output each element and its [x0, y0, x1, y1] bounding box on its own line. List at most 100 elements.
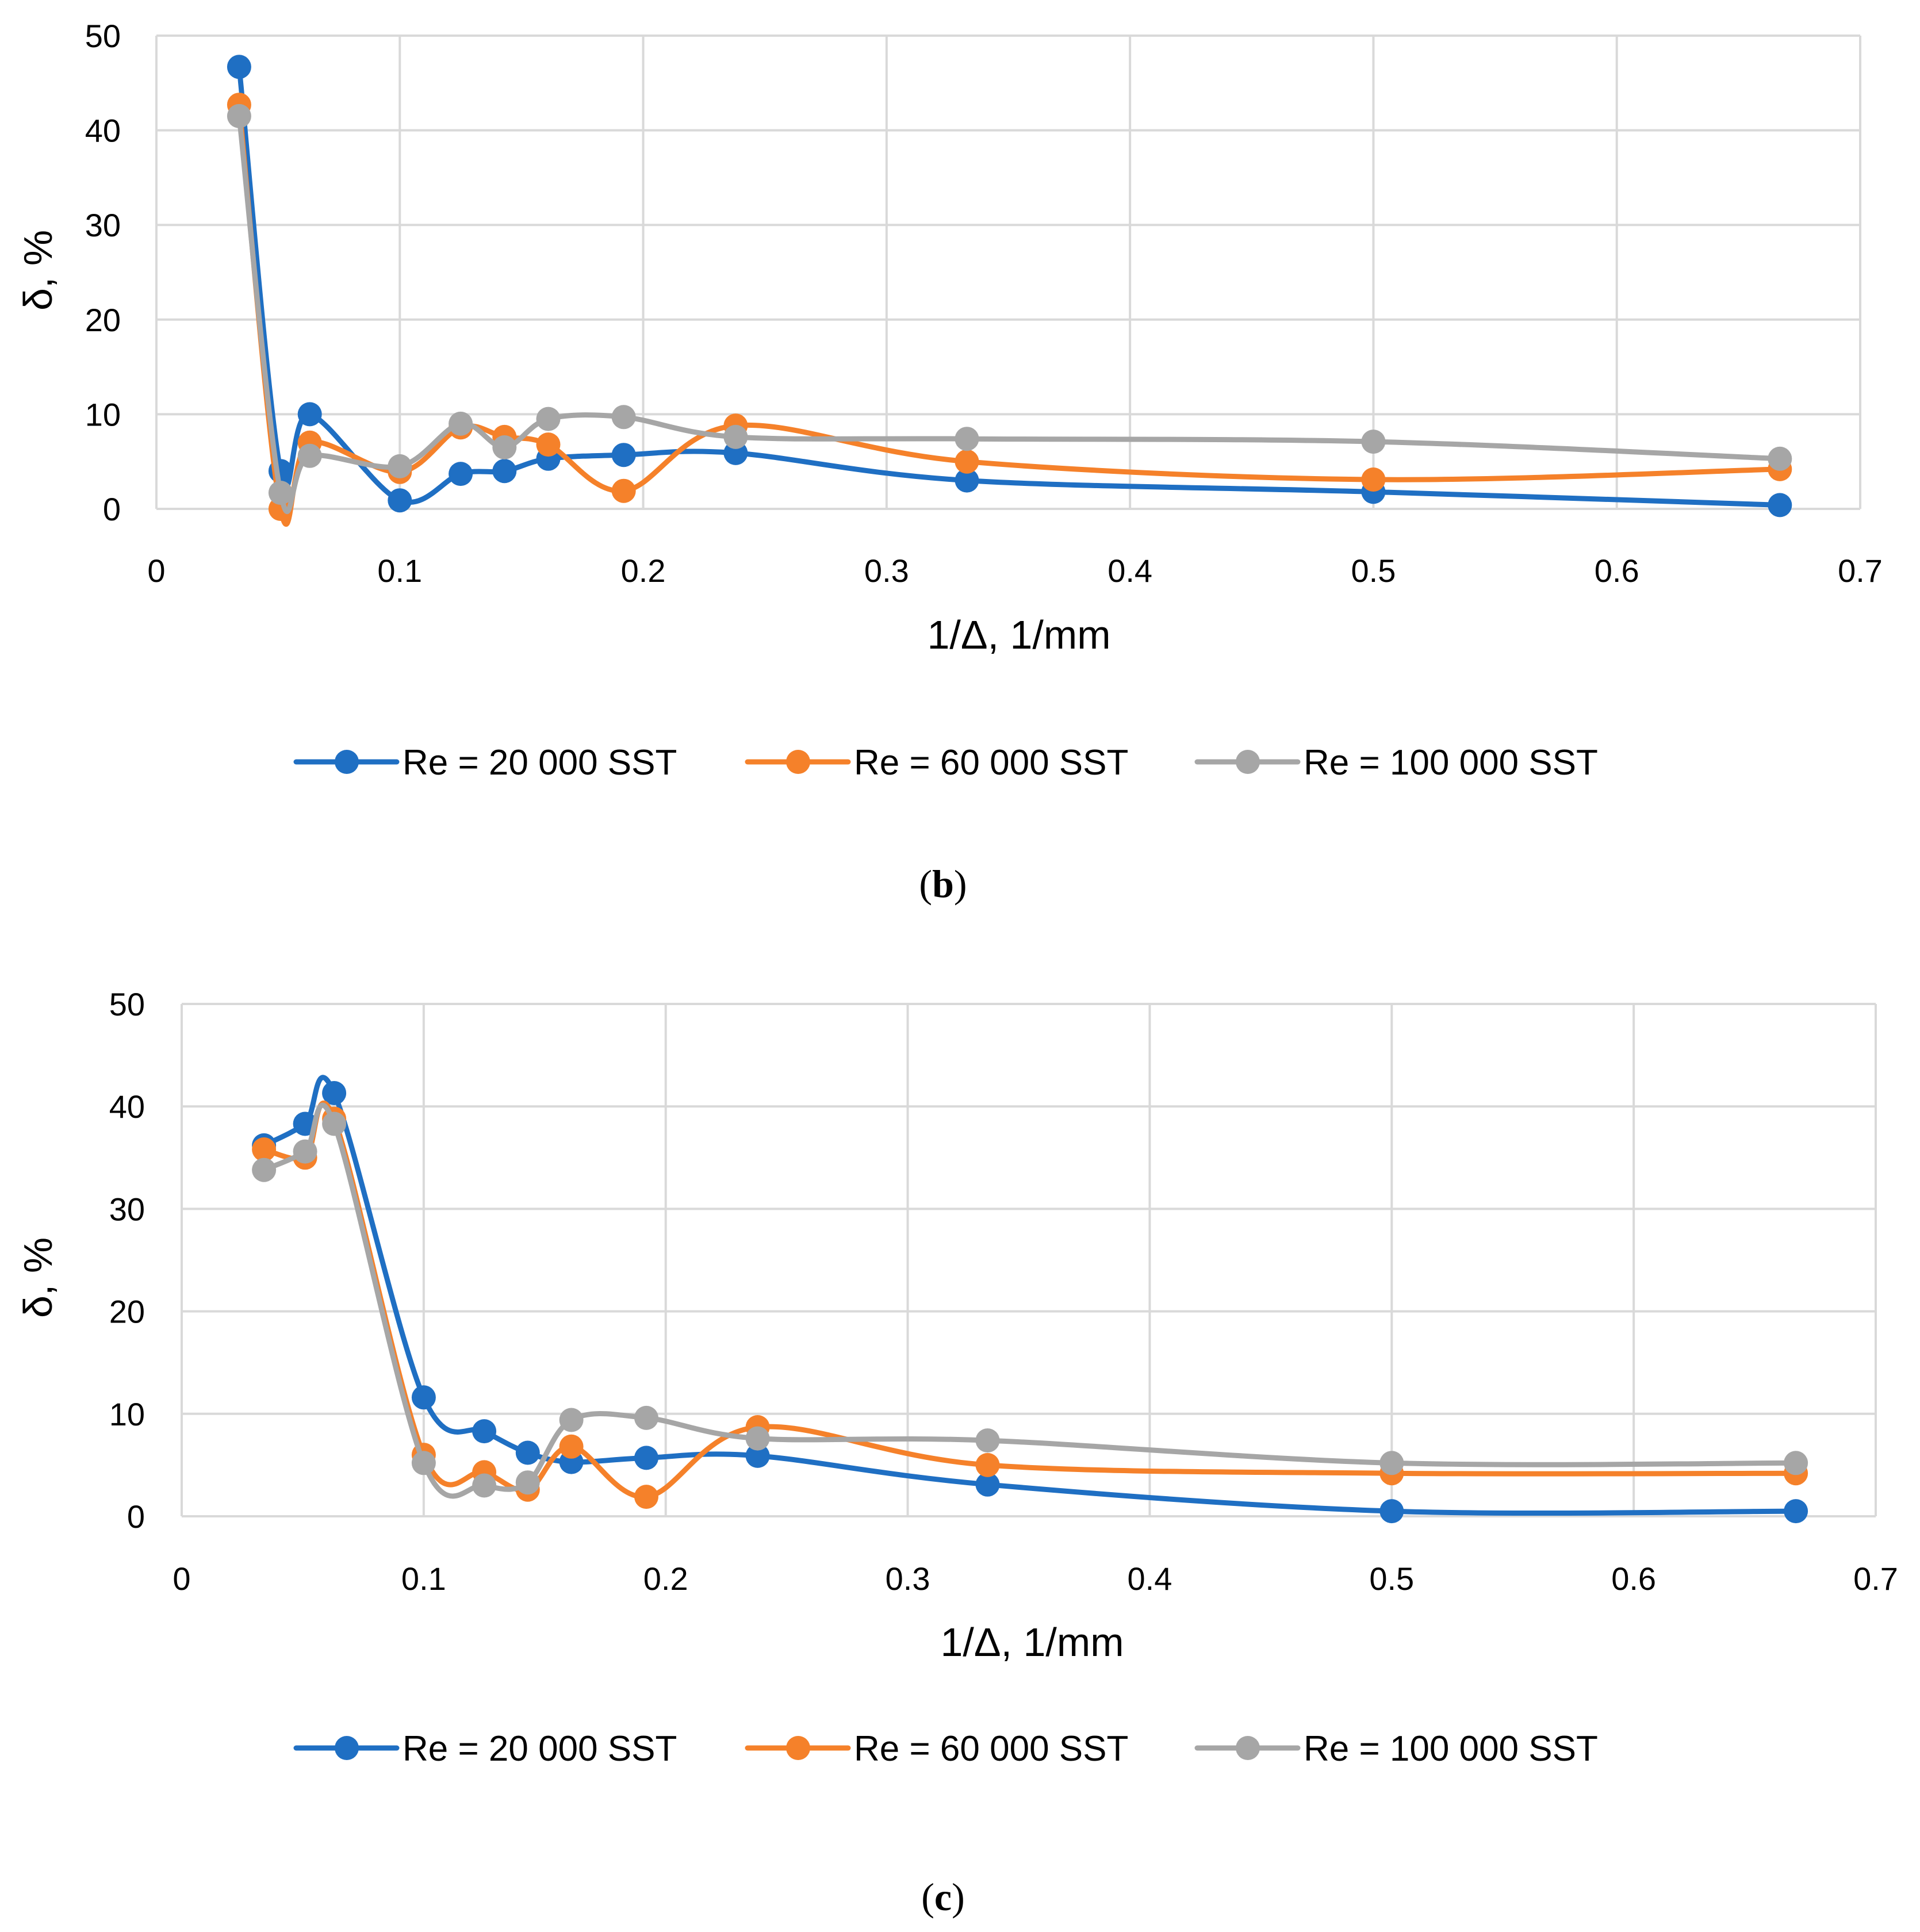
- legend-label: Re = 100 000 SST: [1304, 743, 1598, 783]
- series-line: [261, 1102, 1799, 1499]
- y-tick-label: 0: [103, 491, 121, 527]
- data-point: [515, 1440, 540, 1465]
- data-point: [515, 1470, 540, 1495]
- data-point: [472, 1419, 497, 1444]
- data-point: [449, 462, 473, 486]
- data-point: [322, 1111, 347, 1136]
- legend-item: Re = 60 000 SST: [745, 1729, 1128, 1769]
- x-tick-label: 0.1: [377, 553, 422, 589]
- data-point: [293, 1139, 317, 1164]
- x-tick-label: 0: [147, 553, 165, 589]
- data-point: [955, 449, 979, 474]
- data-point: [955, 427, 979, 451]
- legend-item: Re = 20 000 SST: [293, 743, 677, 783]
- data-point: [745, 1443, 770, 1468]
- legend-item: Re = 20 000 SST: [293, 1729, 677, 1769]
- chart-panel-c: 0 0.1 0.2 0.3 0.4 0.5 0.6 0.7 0 10 20 30 40 50 1/Δ, …: [16, 986, 1898, 1919]
- legend-item: Re = 100 000 SST: [1194, 1729, 1598, 1769]
- legend-label: Re = 60 000 SST: [854, 1729, 1128, 1769]
- data-point: [411, 1385, 436, 1410]
- legend-marker: [1236, 750, 1260, 774]
- data-point: [975, 1452, 1000, 1477]
- data-point: [252, 1157, 277, 1182]
- series-3: [227, 103, 1792, 515]
- x-tick-label: 0.1: [401, 1561, 446, 1597]
- legend-marker: [1236, 1736, 1260, 1760]
- series-2: [252, 1100, 1808, 1509]
- x-tick-label: 0.3: [864, 553, 909, 589]
- y-tick-label: 50: [85, 18, 121, 54]
- y-tick-label: 40: [109, 1088, 145, 1125]
- legend-label: Re = 100 000 SST: [1304, 1729, 1598, 1769]
- x-tick-label: 0.5: [1351, 553, 1396, 589]
- x-tick-label: 0.7: [1853, 1561, 1898, 1597]
- data-point: [634, 1485, 658, 1509]
- data-point: [955, 468, 979, 493]
- y-tick-label: 20: [109, 1294, 145, 1330]
- legend-item: Re = 60 000 SST: [745, 743, 1128, 783]
- legend: Re = 20 000 SST Re = 60 000 SST Re = 100 0…: [293, 1729, 1598, 1769]
- data-point: [559, 1434, 584, 1459]
- data-point: [492, 459, 517, 484]
- series-line: [236, 102, 1783, 527]
- series-3: [252, 1102, 1808, 1499]
- series-1: [252, 1075, 1808, 1524]
- x-axis-title: 1/Δ, 1/mm: [927, 612, 1110, 657]
- x-tick-label: 0.4: [1127, 1561, 1172, 1597]
- data-point: [388, 454, 412, 478]
- data-point: [611, 405, 636, 430]
- y-tick-label: 30: [85, 207, 121, 243]
- series-2: [227, 93, 1792, 527]
- data-point: [322, 1081, 347, 1105]
- x-tick-label: 0.6: [1611, 1561, 1656, 1597]
- data-point: [536, 432, 561, 457]
- data-point: [1768, 446, 1792, 471]
- data-point: [723, 424, 748, 449]
- data-point: [268, 481, 293, 505]
- y-axis-title: δ, %: [16, 230, 60, 310]
- y-tick-label: 50: [109, 986, 145, 1022]
- x-tick-label: 0: [173, 1561, 190, 1597]
- data-point: [1379, 1499, 1404, 1524]
- x-tick-label: 0.7: [1838, 553, 1883, 589]
- series-line: [236, 113, 1783, 515]
- data-point: [297, 402, 322, 427]
- data-point: [1768, 493, 1792, 518]
- legend-label: Re = 20 000 SST: [403, 1729, 677, 1769]
- data-point: [297, 443, 322, 468]
- data-point: [1784, 1499, 1808, 1524]
- data-point: [611, 478, 636, 503]
- legend-marker: [335, 750, 359, 774]
- data-point: [536, 407, 561, 431]
- x-tick-label: 0.6: [1595, 553, 1639, 589]
- data-point: [449, 411, 473, 436]
- x-tick-label: 0.5: [1369, 1561, 1414, 1597]
- legend-marker: [786, 1736, 810, 1760]
- y-tick-label: 30: [109, 1191, 145, 1227]
- legend-label: Re = 60 000 SST: [854, 743, 1128, 783]
- data-point: [492, 435, 517, 459]
- y-tick-label: 0: [127, 1498, 145, 1535]
- data-point: [388, 488, 412, 513]
- legend-item: Re = 100 000 SST: [1194, 743, 1598, 783]
- legend: Re = 20 000 SST Re = 60 000 SST Re = 100 0…: [293, 743, 1598, 783]
- data-point: [1379, 1451, 1404, 1475]
- y-axis-title: δ, %: [16, 1237, 60, 1318]
- data-point: [252, 1137, 277, 1162]
- y-tick-label: 10: [109, 1396, 145, 1432]
- data-point: [472, 1473, 497, 1498]
- legend-marker: [335, 1736, 359, 1760]
- data-point: [559, 1408, 584, 1432]
- chart-panel-b: 0 0.1 0.2 0.3 0.4 0.5 0.6 0.7 0 10 20 30 40 50 1/Δ, …: [16, 18, 1883, 906]
- series-line: [261, 1075, 1799, 1516]
- panel-caption: (c): [921, 1875, 965, 1919]
- data-point: [1361, 467, 1386, 492]
- data-point: [745, 1426, 770, 1451]
- panel-caption: (b): [919, 862, 967, 906]
- y-tick-label: 20: [85, 302, 121, 338]
- legend-label: Re = 20 000 SST: [403, 743, 677, 783]
- data-point: [634, 1405, 658, 1430]
- data-point: [975, 1428, 1000, 1453]
- data-point: [411, 1451, 436, 1475]
